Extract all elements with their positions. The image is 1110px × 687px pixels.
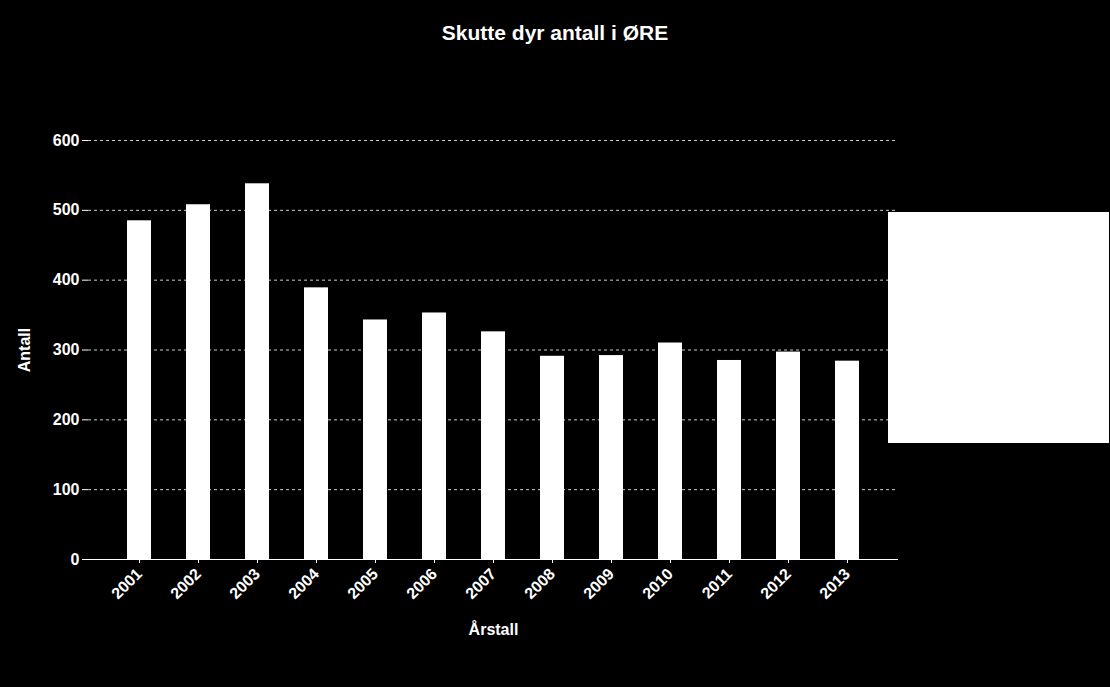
svg-text:2009: 2009 [580, 565, 617, 602]
svg-text:600: 600 [53, 132, 80, 149]
svg-text:200: 200 [53, 411, 80, 428]
svg-text:2002: 2002 [167, 565, 204, 602]
svg-text:400: 400 [53, 271, 80, 288]
svg-text:2011: 2011 [699, 565, 736, 602]
svg-text:300: 300 [53, 341, 80, 358]
svg-text:2010: 2010 [639, 565, 676, 602]
svg-text:0: 0 [71, 551, 80, 568]
svg-text:2001: 2001 [108, 565, 145, 602]
svg-text:2012: 2012 [757, 565, 794, 602]
svg-text:2007: 2007 [462, 565, 499, 602]
svg-text:Årstall: Årstall [469, 620, 519, 638]
svg-text:2013: 2013 [816, 565, 853, 602]
svg-text:2008: 2008 [521, 565, 558, 602]
html-text:Skutte dyr antall i ØRE: Skutte dyr antall i ØRE [441, 21, 669, 44]
svg-text:2005: 2005 [344, 565, 381, 602]
svg-text:2004: 2004 [285, 565, 322, 602]
svg-text:2006: 2006 [403, 565, 440, 602]
svg-text:500: 500 [53, 201, 80, 218]
svg-text:2003: 2003 [226, 565, 263, 602]
svg-text:100: 100 [53, 481, 80, 498]
svg-text:Antall: Antall [16, 328, 33, 372]
